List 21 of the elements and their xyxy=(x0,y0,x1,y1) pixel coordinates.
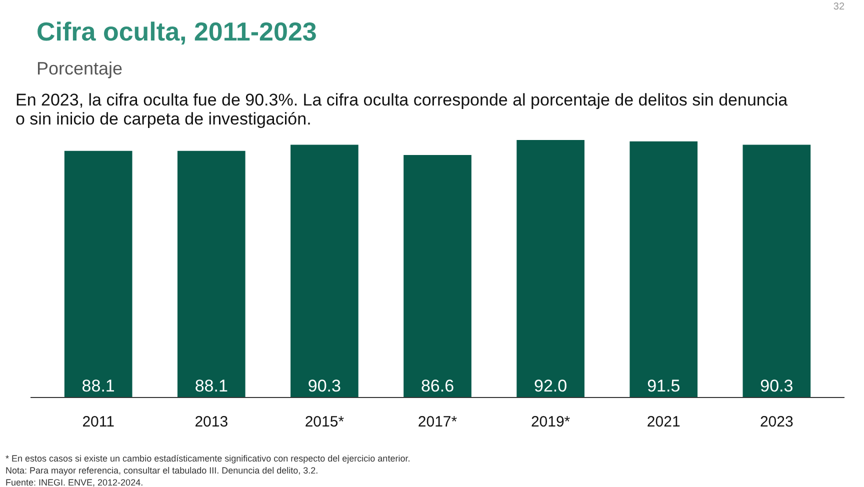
data-label: 92.0 xyxy=(534,376,568,396)
x-tick-label: 2017* xyxy=(418,414,458,430)
text: 32 xyxy=(833,2,845,12)
data-label: 90.3 xyxy=(308,376,341,396)
x-tick-label: 2021 xyxy=(646,414,680,430)
x-tick-label: 2013 xyxy=(194,414,228,430)
text: * En estos casos si existe un cambio estadísticamente significativo con respecto del ejercicio anterior. xyxy=(6,454,410,464)
data-label: 90.3 xyxy=(760,376,794,396)
chart-title: Cifra oculta, 2011-2023 xyxy=(36,16,317,46)
source-note: Fuente: INEGI. ENVE, 2012-2024. xyxy=(6,478,144,487)
text: En 2023, la cifra oculta fue de 90.3%. La cifra oculta corresponde al porcentaje de delitos sin denuncia o sin inicio de carpeta de investigación. xyxy=(16,90,788,128)
data-label: 88.1 xyxy=(194,376,228,396)
x-tick-label: 2023 xyxy=(760,414,794,430)
x-tick-label: 2015* xyxy=(304,414,344,430)
data-label: 88.1 xyxy=(82,376,115,396)
x-tick-label: 2019* xyxy=(530,414,570,430)
x-tick-label: 2011 xyxy=(82,414,114,430)
data-label: 86.6 xyxy=(420,376,454,396)
chart-subtitle: Porcentaje xyxy=(36,58,123,78)
text: Nota: Para mayor referencia, consultar el tabulado III. Denuncia del delito, 3.2. xyxy=(6,466,318,476)
data-label: 91.5 xyxy=(647,376,680,396)
